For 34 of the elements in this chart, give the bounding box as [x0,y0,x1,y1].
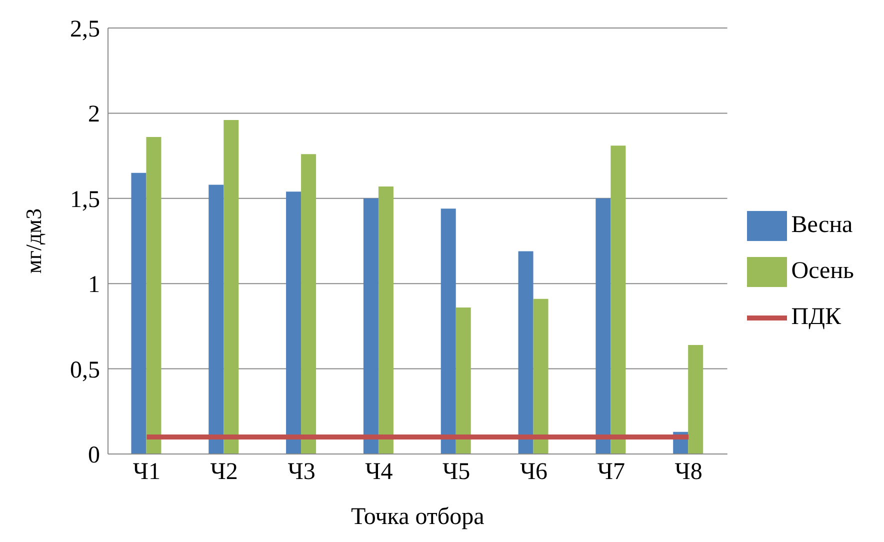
x-tick-label: Ч2 [210,459,238,486]
bar [440,208,456,454]
x-tick-label: Ч8 [674,459,702,486]
bar [131,172,146,454]
y-tick-label: 2 [88,102,100,128]
x-tick-label: Ч1 [132,459,161,486]
x-tick-label: Ч7 [597,459,625,486]
x-tick-label: Ч6 [520,459,548,486]
legend-label: Осень [791,258,854,284]
y-tick-label: 1 [88,272,100,298]
y-tick-label: 0,5 [70,357,100,384]
x-axis-title: Точка отбора [350,504,485,530]
bar [688,344,704,454]
x-tick-label: Ч3 [288,459,316,486]
bar [610,146,626,454]
bar [224,120,239,454]
legend-label: Весна [791,212,853,238]
bar [518,251,534,454]
bar [301,154,316,454]
bar [456,307,471,454]
y-tick-label: 2,5 [70,16,100,43]
y-tick-label: 0 [88,442,100,469]
x-tick-label: Ч4 [365,459,393,486]
legend-label: ПДК [791,304,841,330]
bar [596,198,611,454]
x-tick-label: Ч5 [442,459,470,486]
bar [208,184,224,454]
bar [146,137,162,454]
bar [286,192,302,454]
bar [378,186,394,454]
y-axis-title: мг/дм3 [20,208,46,274]
y-tick-label: 1,5 [70,186,100,213]
bar [533,298,548,454]
bar [363,198,378,454]
